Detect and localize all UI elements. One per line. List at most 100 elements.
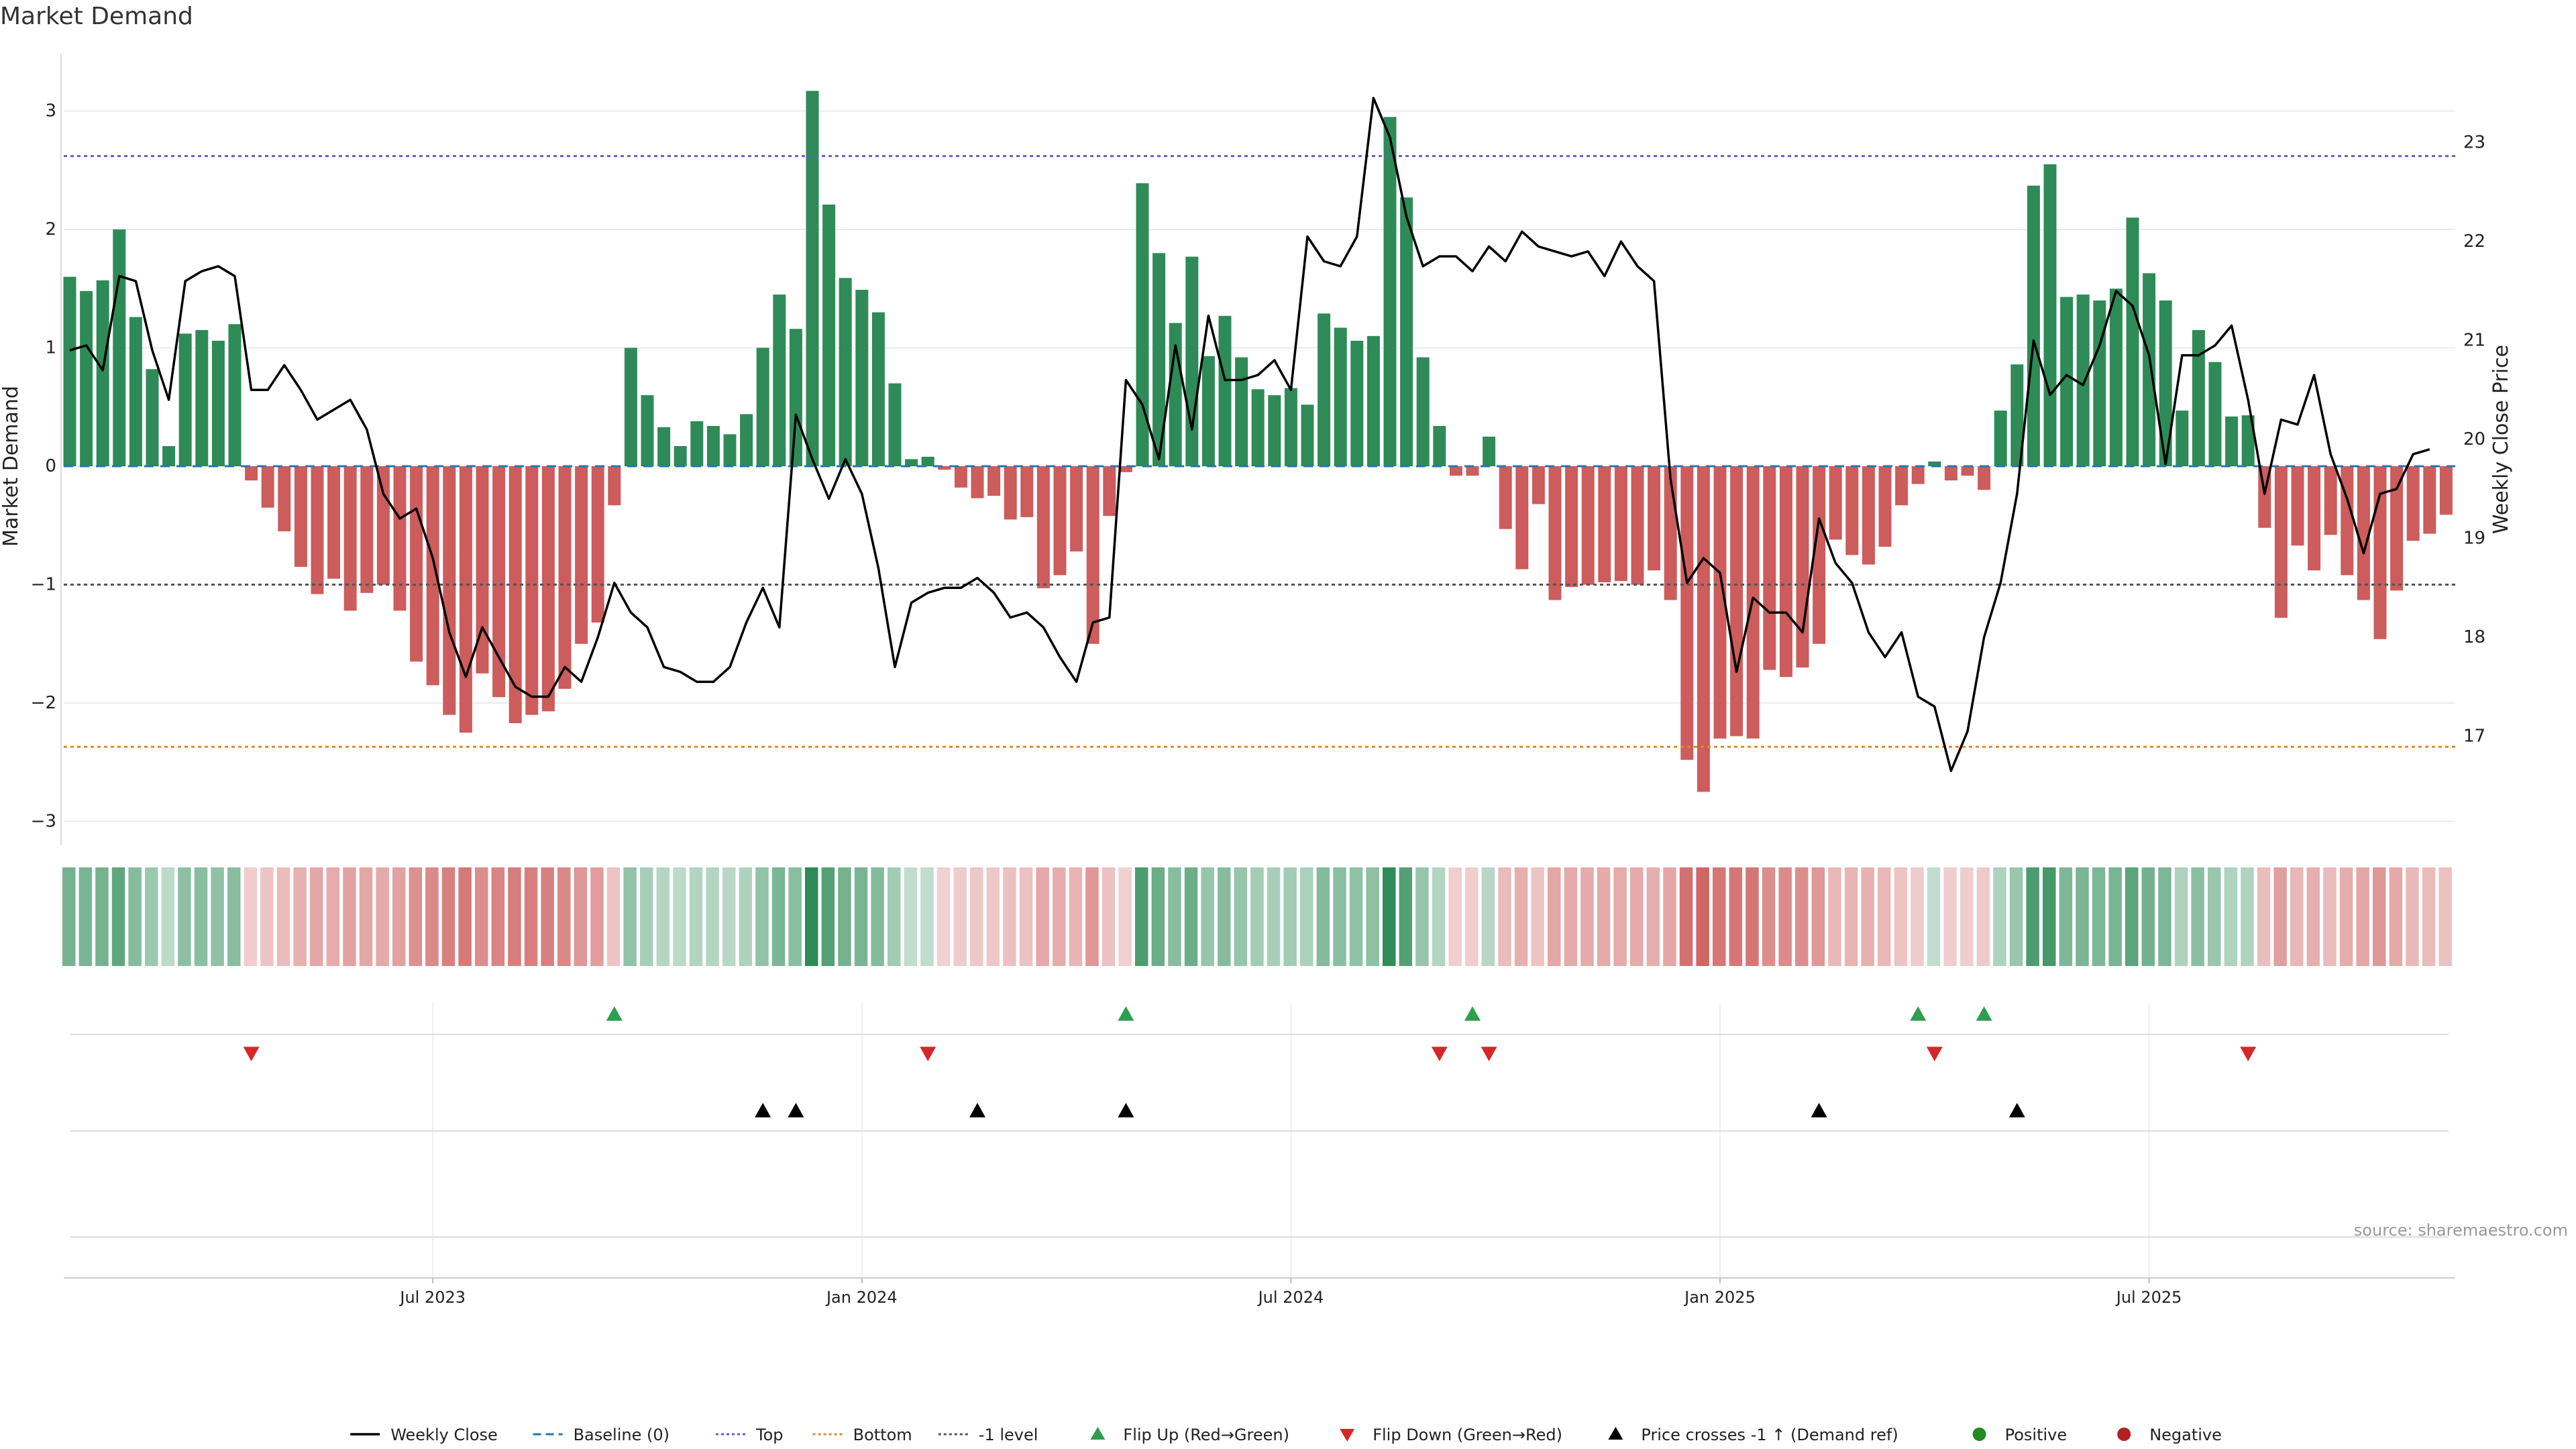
heat-cell — [2406, 867, 2419, 966]
demand-bar-positive — [756, 347, 769, 466]
heat-cell — [1795, 867, 1809, 966]
demand-bar-negative — [2406, 466, 2420, 541]
demand-bar-negative — [1598, 466, 1611, 582]
heat-cell — [425, 867, 439, 966]
demand-bar-negative — [1763, 466, 1776, 670]
demand-bar-positive — [1136, 183, 1149, 466]
heat-cell — [2009, 867, 2023, 966]
heat-cell — [1218, 867, 1231, 966]
heat-cell — [392, 867, 406, 966]
demand-bar-negative — [443, 466, 456, 715]
demand-bar-negative — [575, 466, 588, 644]
demand-bar-negative — [2390, 466, 2404, 591]
demand-bar-negative — [1845, 466, 1859, 555]
heat-cell — [1448, 867, 1462, 966]
demand-bar-negative — [987, 466, 1001, 496]
chart-title: Market Demand — [0, 3, 193, 30]
heat-cell — [194, 867, 208, 966]
price-cross-marker — [788, 1103, 804, 1118]
heat-cell — [475, 867, 488, 966]
heat-cell — [656, 867, 670, 966]
heat-cell — [1481, 867, 1495, 966]
heat-cell — [936, 867, 951, 966]
heat-cell — [1993, 867, 2006, 966]
demand-bar-positive — [657, 427, 671, 466]
demand-bar-negative — [1086, 466, 1099, 644]
legend-item: Top — [716, 1426, 784, 1444]
demand-bar-positive — [674, 445, 687, 466]
heat-cell — [2191, 867, 2204, 966]
demand-bar-negative — [1713, 466, 1727, 739]
y-axis-title-right: Weekly Close Price — [2489, 345, 2513, 534]
heat-cell — [590, 867, 604, 966]
demand-bar-negative — [1036, 466, 1050, 588]
demand-bar-negative — [1829, 466, 1842, 540]
demand-bar-negative — [2291, 466, 2304, 546]
demand-bar-negative — [2439, 466, 2453, 515]
demand-bar-negative — [1911, 466, 1925, 484]
heat-cell — [1349, 867, 1363, 966]
heat-cell — [2224, 867, 2238, 966]
demand-bar-positive — [855, 290, 869, 466]
y-tick-label-left: 0 — [45, 456, 56, 476]
y-tick-label-left: −2 — [31, 693, 56, 713]
demand-bar-negative — [591, 466, 604, 623]
price-cross-marker — [1811, 1103, 1827, 1118]
demand-bar-positive — [1366, 335, 1380, 466]
legend-swatch — [1608, 1427, 1623, 1440]
heat-cell — [244, 867, 258, 966]
demand-bar-positive — [1185, 256, 1199, 466]
demand-bar-positive — [773, 294, 786, 466]
demand-bar-positive — [839, 278, 852, 466]
demand-bar-positive — [1994, 411, 2007, 466]
demand-bar-positive — [2109, 288, 2123, 466]
heat-cell — [2422, 867, 2436, 966]
demand-bar-negative — [1779, 466, 1792, 678]
heat-cell — [1828, 867, 1841, 966]
demand-bar-negative — [1978, 466, 1991, 490]
heat-cell — [161, 867, 175, 966]
heat-cell — [2059, 867, 2073, 966]
heat-cell — [904, 867, 918, 966]
demand-bar-negative — [1499, 466, 1512, 529]
demand-bar-negative — [1862, 466, 1875, 565]
demand-bar-negative — [1004, 466, 1017, 520]
demand-bar-positive — [178, 333, 192, 466]
demand-bar-negative — [245, 466, 258, 481]
demand-bar-negative — [2423, 466, 2436, 534]
heat-cell — [2438, 867, 2452, 966]
demand-bar-positive — [2241, 415, 2255, 466]
heat-cell — [2092, 867, 2106, 966]
heat-cell — [1003, 867, 1016, 966]
heat-cell — [524, 867, 538, 966]
y-tick-label-right: 22 — [2463, 231, 2485, 252]
heat-cell — [1713, 867, 1726, 966]
demand-bar-positive — [2159, 300, 2172, 466]
demand-bar-positive — [921, 456, 934, 466]
heat-cell — [888, 867, 901, 966]
demand-bar-positive — [63, 276, 76, 466]
heat-cell — [920, 867, 934, 966]
heat-cell — [178, 867, 191, 966]
legend-item: Positive — [1972, 1426, 2067, 1444]
heat-cell — [1415, 867, 1429, 966]
heat-cell — [227, 867, 241, 966]
demand-bar-positive — [1218, 315, 1232, 466]
legend-item: Flip Down (Green→Red) — [1340, 1426, 1562, 1444]
demand-bar-negative — [1796, 466, 1809, 668]
demand-bar-positive — [789, 329, 802, 466]
demand-bar-positive — [1350, 340, 1364, 466]
heat-cell — [1531, 867, 1544, 966]
demand-bar-negative — [2274, 466, 2288, 618]
legend-label: Price crosses -1 ↑ (Demand ref) — [1641, 1426, 1898, 1444]
demand-bar-negative — [525, 466, 539, 715]
demand-bar-negative — [1020, 466, 1034, 517]
heat-cell — [1234, 867, 1248, 966]
legend-label: Negative — [2149, 1426, 2222, 1444]
demand-bar-positive — [2176, 411, 2189, 466]
flip-down-marker — [1481, 1046, 1497, 1061]
x-tick-label: Jul 2025 — [2115, 1288, 2182, 1307]
demand-bar-positive — [96, 280, 109, 466]
y-tick-label-right: 18 — [2463, 627, 2485, 647]
